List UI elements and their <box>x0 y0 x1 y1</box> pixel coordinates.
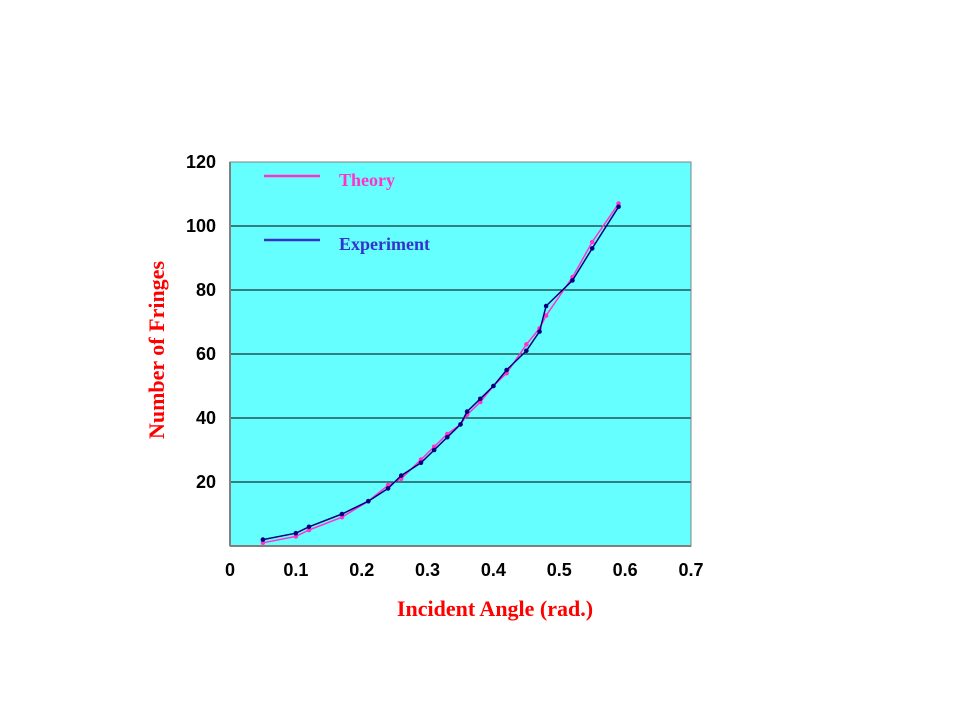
data-point-experiment <box>570 278 575 283</box>
y-tick-label: 20 <box>196 472 216 492</box>
data-point-experiment <box>491 383 496 389</box>
data-point-experiment <box>385 486 391 491</box>
data-point-theory <box>524 342 529 347</box>
data-point-experiment <box>477 396 483 402</box>
y-tick-label: 100 <box>186 216 216 236</box>
data-point-experiment <box>458 422 463 427</box>
data-point-theory <box>339 514 345 520</box>
x-tick-label: 0.3 <box>415 560 440 580</box>
data-point-experiment <box>464 409 470 414</box>
data-point-experiment <box>524 348 529 354</box>
legend-label-theory: Theory <box>339 170 395 190</box>
data-point-experiment <box>366 498 371 504</box>
y-axis-title: Number of Fringes <box>144 261 169 439</box>
data-point-theory <box>260 540 266 546</box>
data-point-experiment <box>616 204 621 210</box>
data-point-experiment <box>339 511 345 517</box>
data-point-experiment <box>293 530 299 536</box>
plot-area-border <box>229 161 692 547</box>
y-tick-label: 120 <box>186 152 216 172</box>
x-tick-label: 0.7 <box>678 560 703 580</box>
data-point-experiment <box>418 460 424 466</box>
x-tick-label: 0.6 <box>613 560 638 580</box>
data-point-theory <box>589 239 595 245</box>
data-point-experiment <box>431 447 437 453</box>
data-point-experiment <box>543 303 549 309</box>
data-point-theory <box>616 201 621 206</box>
x-tick-label: 0 <box>225 560 235 580</box>
series-layer <box>260 201 621 546</box>
x-axis-title: Incident Angle (rad.) <box>397 596 593 621</box>
y-tick-label: 40 <box>196 408 216 428</box>
data-point-experiment <box>537 329 542 334</box>
data-point-experiment <box>445 434 450 440</box>
data-point-experiment <box>306 524 312 530</box>
y-tick-label: 60 <box>196 344 216 364</box>
legend: Theory Experiment <box>264 170 430 254</box>
x-tick-label: 0.5 <box>547 560 572 580</box>
data-point-experiment <box>589 246 595 251</box>
data-point-theory <box>543 313 549 318</box>
data-point-experiment <box>398 473 404 478</box>
x-tick-label: 0.1 <box>283 560 308 580</box>
data-point-experiment <box>260 537 266 542</box>
x-tick-label: 0.4 <box>481 560 506 580</box>
data-point-theory <box>306 527 312 533</box>
data-point-theory <box>293 534 299 539</box>
data-point-experiment <box>504 367 509 373</box>
series-experiment <box>260 204 621 542</box>
x-tick-label: 0.2 <box>349 560 374 580</box>
legend-label-experiment: Experiment <box>339 234 430 254</box>
tick-labels: 20 40 60 80 100 120 0 0.1 0.2 0.3 0.4 0.5 0.6 0.7 <box>186 152 704 580</box>
y-tick-label: 80 <box>196 280 216 300</box>
